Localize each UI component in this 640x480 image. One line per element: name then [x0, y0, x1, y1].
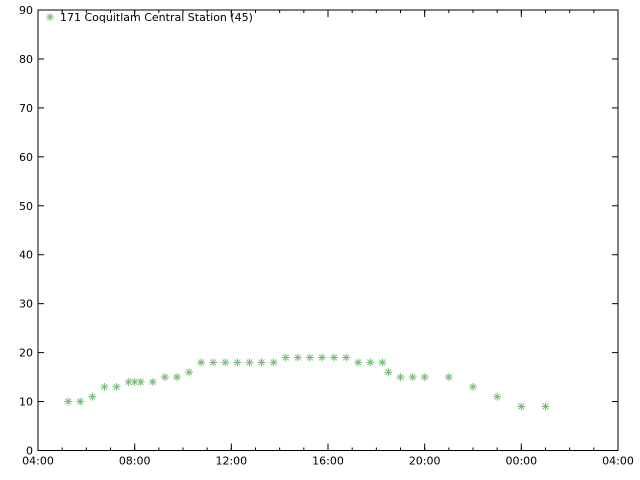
y-tick-label: 70	[19, 102, 33, 115]
data-point-marker	[541, 402, 550, 411]
data-point-marker	[172, 373, 181, 382]
data-point-marker	[233, 358, 242, 367]
data-point-marker	[330, 353, 339, 362]
data-point-marker	[88, 392, 97, 401]
data-point-marker	[378, 358, 387, 367]
x-tick-label: 12:00	[215, 455, 247, 468]
x-tick-label: 16:00	[312, 455, 344, 468]
data-point-marker	[420, 373, 429, 382]
data-point-marker	[517, 402, 526, 411]
y-tick-label: 90	[19, 4, 33, 17]
data-point-marker	[257, 358, 266, 367]
data-point-marker	[197, 358, 206, 367]
data-point-marker	[136, 377, 145, 386]
plot-frame	[37, 9, 619, 451]
data-point-marker	[493, 392, 502, 401]
x-tick-label: 04:00	[602, 455, 634, 468]
x-tick-label: 00:00	[505, 455, 537, 468]
data-point-marker	[342, 353, 351, 362]
x-tick-label: 04:00	[22, 455, 54, 468]
y-tick-label: 0	[26, 445, 33, 458]
y-tick-label: 50	[19, 200, 33, 213]
x-tick-label: 20:00	[409, 455, 441, 468]
data-point-marker	[408, 373, 417, 382]
data-point-marker	[76, 397, 85, 406]
legend-asterisk-icon	[46, 13, 54, 21]
data-point-marker	[130, 377, 139, 386]
data-point-marker	[185, 368, 194, 377]
data-point-marker	[148, 377, 157, 386]
data-point-marker	[124, 377, 133, 386]
data-point-marker	[293, 353, 302, 362]
data-point-marker	[64, 397, 73, 406]
legend-label: 171 Coquitlam Central Station (45)	[60, 11, 253, 24]
y-tick-label: 20	[19, 347, 33, 360]
y-tick-label: 10	[19, 396, 33, 409]
data-point-marker	[317, 353, 326, 362]
data-point-marker	[245, 358, 254, 367]
data-point-marker	[469, 382, 477, 391]
data-point-marker	[269, 358, 278, 367]
data-point-marker	[396, 373, 405, 382]
data-point-marker	[209, 358, 218, 367]
data-point-marker	[100, 382, 109, 391]
data-point-marker	[444, 373, 453, 382]
y-tick-label: 60	[19, 151, 33, 164]
x-tick-label: 08:00	[119, 455, 151, 468]
data-point-marker	[112, 382, 121, 391]
data-point-marker	[221, 358, 230, 367]
data-point-marker	[305, 353, 314, 362]
y-tick-label: 80	[19, 53, 33, 66]
data-point-marker	[354, 358, 363, 367]
y-tick-label: 40	[19, 249, 33, 262]
data-point-marker	[366, 358, 375, 367]
data-point-marker	[160, 373, 169, 382]
y-tick-label: 30	[19, 298, 33, 311]
data-point-marker	[281, 353, 290, 362]
data-point-marker	[384, 368, 393, 377]
